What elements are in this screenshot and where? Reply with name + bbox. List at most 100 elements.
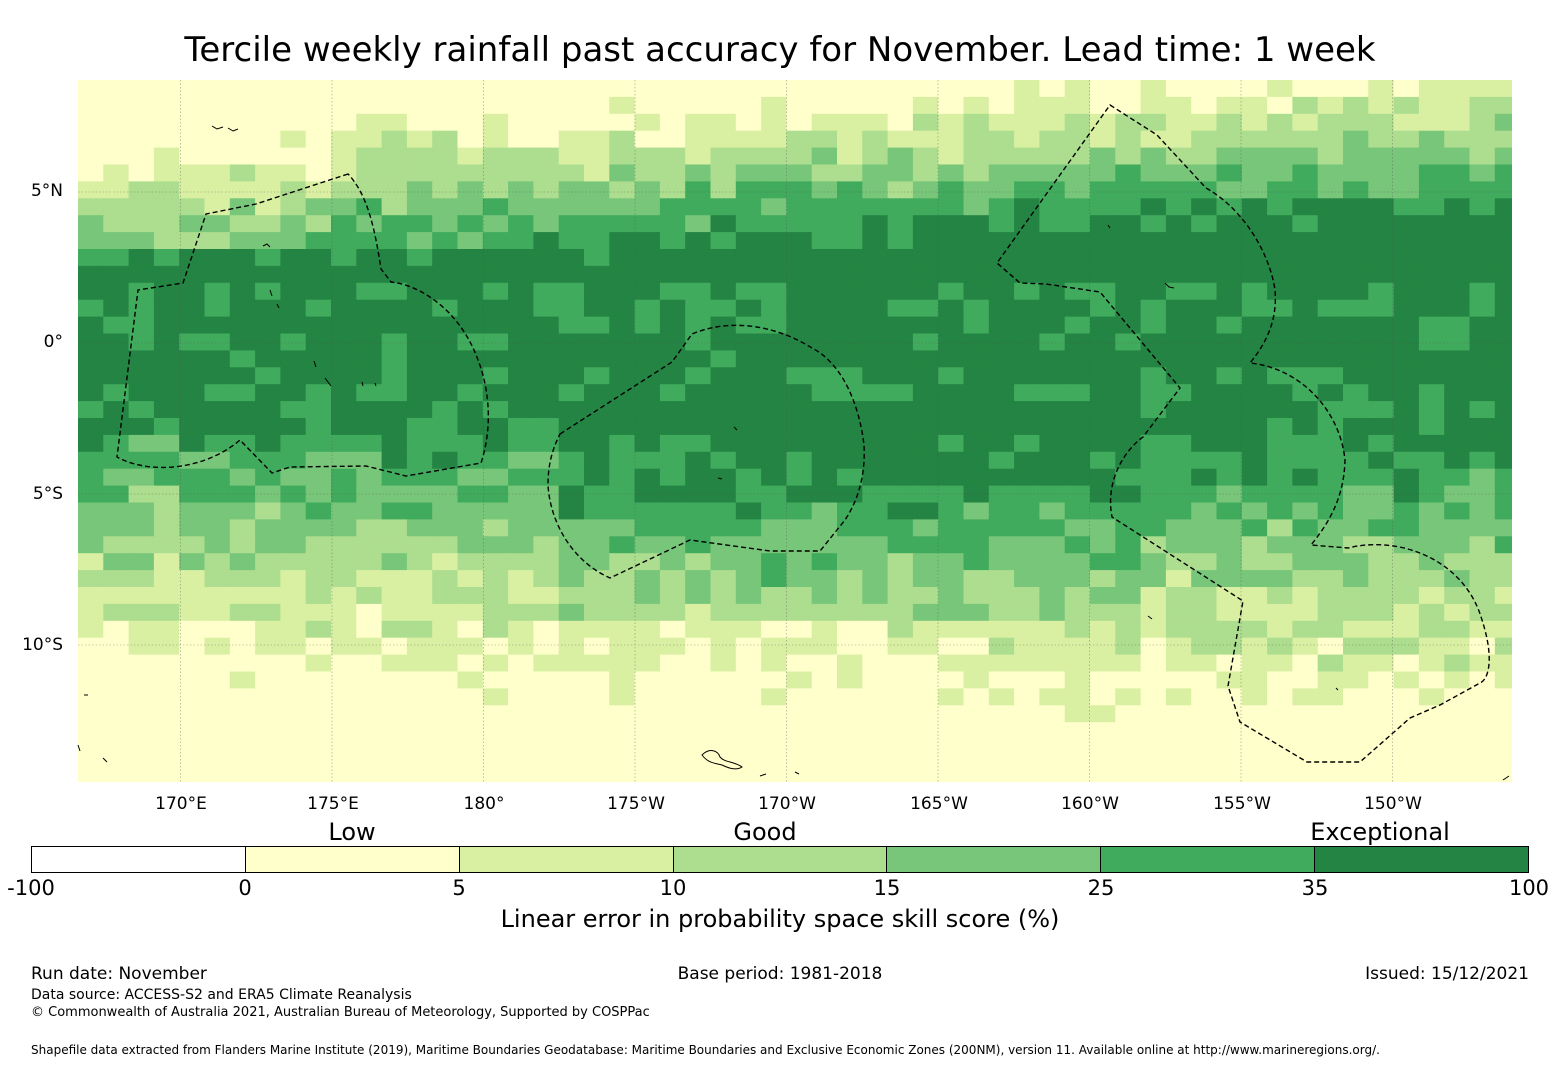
skill-cell	[78, 80, 104, 98]
skill-cell	[1292, 418, 1319, 436]
skill-cell	[1216, 434, 1243, 453]
skill-cell	[1140, 367, 1167, 385]
skill-cell	[1241, 181, 1268, 199]
skill-cell	[128, 147, 155, 166]
skill-cell	[963, 671, 990, 689]
skill-cell	[1469, 147, 1496, 166]
skill-cell	[128, 502, 155, 520]
skill-cell	[938, 80, 965, 98]
skill-cell	[887, 553, 914, 571]
skill-cell	[912, 96, 939, 115]
skill-cell	[1368, 739, 1395, 757]
skill-cell	[584, 654, 610, 673]
skill-cell	[457, 637, 484, 656]
skill-cell	[432, 468, 459, 487]
skill-cell	[457, 299, 484, 318]
skill-cell	[1115, 722, 1142, 740]
skill-cell	[1014, 722, 1040, 740]
skill-cell	[609, 705, 636, 723]
skill-cell	[837, 688, 863, 706]
skill-cell	[204, 350, 231, 368]
skill-cell	[1267, 587, 1293, 605]
skill-cell	[1039, 434, 1066, 453]
skill-cell	[558, 570, 585, 588]
skill-cell	[153, 198, 180, 216]
skill-cell	[1191, 587, 1218, 605]
skill-cell	[78, 688, 104, 706]
skill-cell	[1418, 401, 1445, 419]
skill-cell	[1014, 113, 1040, 132]
skill-cell	[457, 620, 484, 639]
skill-cell	[305, 232, 332, 250]
skill-cell	[78, 418, 104, 436]
skill-cell	[128, 299, 155, 318]
skill-cell	[634, 654, 661, 673]
skill-cell	[609, 198, 636, 216]
skill-cell	[1216, 536, 1243, 554]
skill-cell	[457, 603, 484, 622]
skill-cell	[406, 350, 433, 368]
skill-cell	[1115, 164, 1142, 182]
skill-cell	[609, 418, 636, 436]
skill-cell	[331, 333, 357, 351]
skill-cell	[1418, 232, 1445, 250]
skill-cell	[153, 367, 180, 385]
skill-cell	[786, 485, 813, 504]
lat-label-0: 0°	[43, 332, 63, 352]
skill-cell	[1191, 756, 1218, 774]
skill-cell	[735, 570, 762, 588]
skill-cell	[710, 688, 737, 706]
skill-cell	[1418, 367, 1445, 385]
skill-cell	[1014, 485, 1040, 504]
skill-cell	[1165, 722, 1192, 740]
skill-cell	[685, 553, 712, 571]
skill-cell	[103, 468, 130, 487]
skill-cell	[685, 772, 712, 782]
colorbar-tick: 5	[452, 876, 466, 900]
skill-cell	[912, 164, 939, 182]
skill-cell	[862, 671, 889, 689]
skill-cell	[1469, 570, 1496, 588]
skill-cell	[659, 350, 686, 368]
skill-cell	[204, 164, 231, 182]
skill-cell	[482, 401, 509, 419]
skill-cell	[255, 603, 281, 622]
skill-cell	[634, 587, 661, 605]
skill-cell	[1343, 249, 1369, 267]
skill-cell	[584, 367, 610, 385]
skill-cell	[457, 688, 484, 706]
skill-cell	[1115, 620, 1142, 639]
skill-cell	[786, 130, 813, 149]
skill-cell	[153, 434, 180, 453]
skill-cell	[331, 299, 357, 318]
skill-cell	[912, 130, 939, 149]
skill-cell	[1140, 451, 1167, 470]
skill-cell	[1444, 671, 1471, 689]
skill-cell	[457, 722, 484, 740]
skill-cell	[356, 620, 383, 639]
skill-cell	[659, 772, 686, 782]
skill-cell	[938, 350, 965, 368]
skill-cell	[558, 451, 585, 470]
skill-cell	[533, 367, 560, 385]
skill-cell	[78, 96, 104, 115]
skill-cell	[963, 232, 990, 250]
skill-cell	[128, 756, 155, 774]
skill-cell	[786, 434, 813, 453]
skill-cell	[406, 688, 433, 706]
skill-cell	[1191, 722, 1218, 740]
skill-cell	[1191, 350, 1218, 368]
skill-cell	[1115, 96, 1142, 115]
skill-cell	[128, 418, 155, 436]
skill-cell	[1343, 637, 1369, 656]
skill-cell	[1039, 316, 1066, 335]
skill-cell	[1216, 401, 1243, 419]
skill-cell	[1494, 722, 1512, 740]
colorbar-tick: -100	[7, 876, 55, 900]
skill-cell	[938, 451, 965, 470]
skill-cell	[1064, 265, 1091, 284]
skill-cell	[1165, 637, 1192, 656]
skill-cell	[1444, 502, 1471, 520]
skill-cell	[1343, 113, 1369, 132]
skill-cell	[1140, 384, 1167, 402]
